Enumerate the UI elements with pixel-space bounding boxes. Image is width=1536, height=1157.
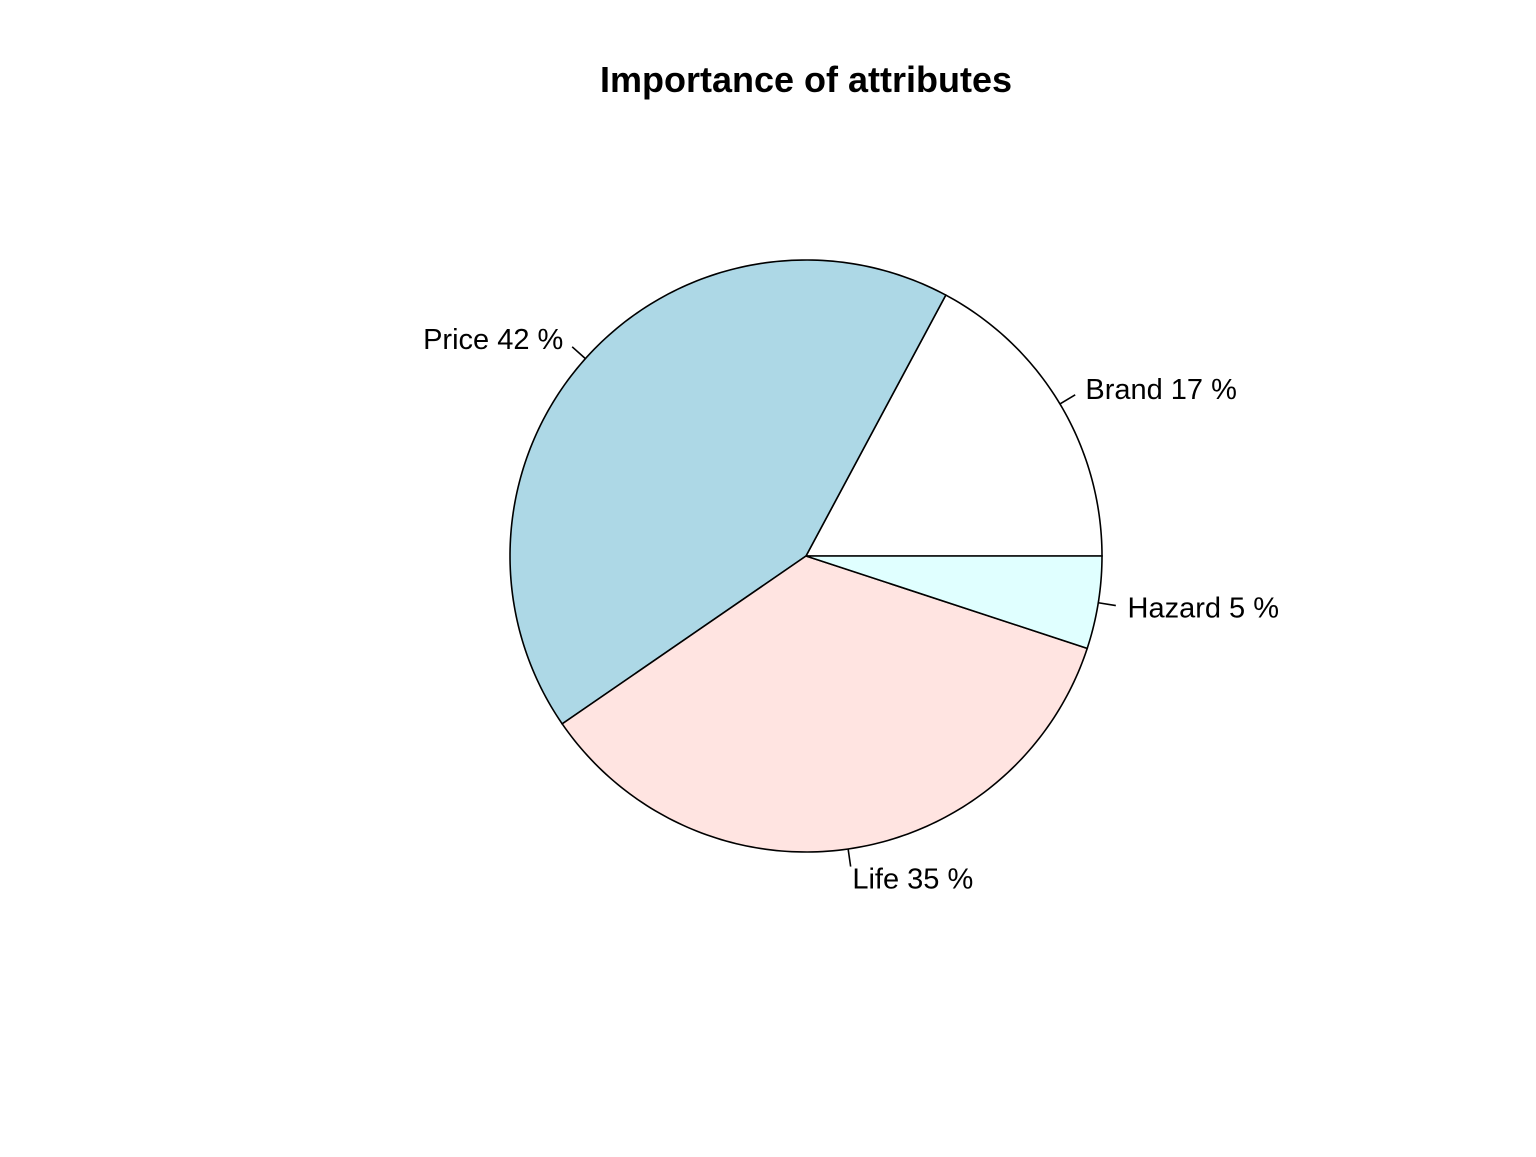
chart-title: Importance of attributes (600, 59, 1012, 100)
pie-label-brand: Brand 17 % (1085, 374, 1237, 406)
labels-layer: Brand 17 % Price 42 % Life 35 % Hazard 5 % (423, 324, 1279, 895)
pie-label-tick-hazard (1098, 601, 1116, 607)
pie-label-tick-brand (1059, 394, 1076, 405)
pie-label-hazard: Hazard 5 % (1128, 592, 1280, 624)
pie-slice-price (509, 259, 947, 725)
pie-slice-hazard (805, 555, 1103, 650)
pie-label-price: Price 42 % (423, 324, 563, 356)
pie-label-tick-life (847, 848, 852, 867)
pie-label-tick-price (571, 346, 586, 360)
slices-layer (509, 259, 1103, 853)
pie-label-life: Life 35 % (852, 863, 973, 895)
